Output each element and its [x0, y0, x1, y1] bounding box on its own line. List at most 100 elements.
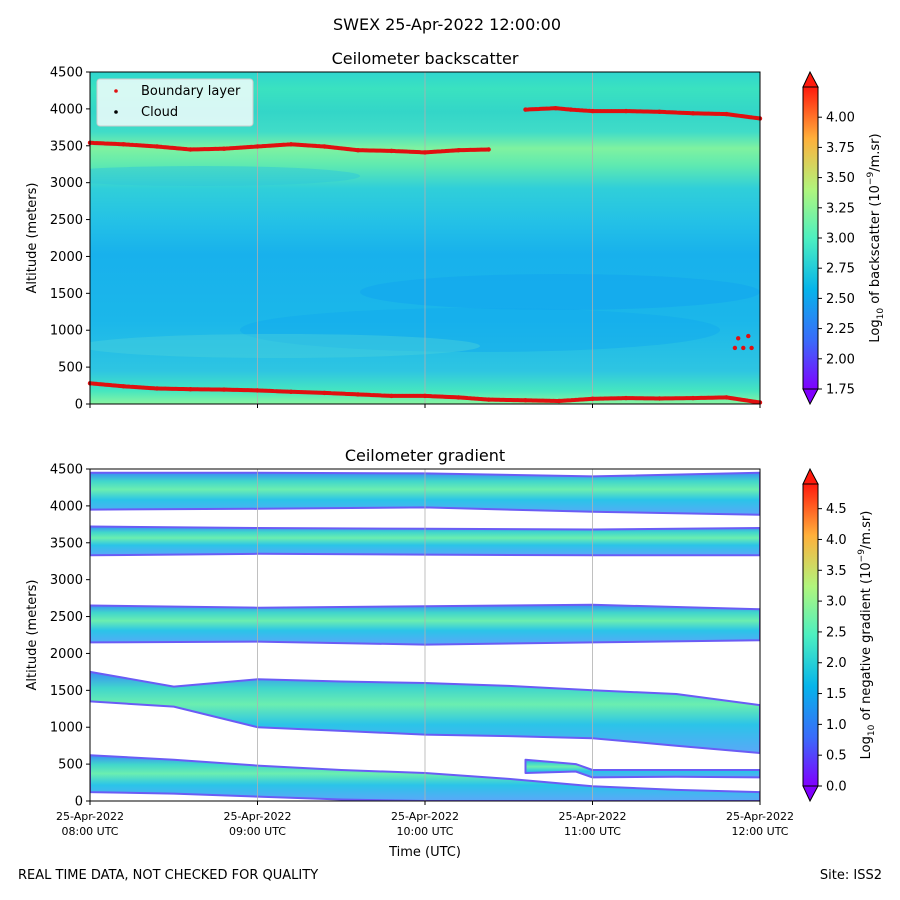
boundary-layer-point [389, 148, 394, 154]
boundary-layer-point [456, 395, 461, 400]
boundary-layer-point [724, 395, 729, 400]
y-tick-label: 1000 [50, 324, 83, 339]
boundary-layer-point [623, 108, 629, 114]
legend-label-cloud: Cloud [141, 105, 178, 120]
colorbar-tick-label: 1.0 [826, 718, 847, 733]
y-tick-label: 2500 [50, 610, 83, 625]
colorbar-tick-label: 1.5 [826, 687, 847, 702]
y-tick-label: 500 [58, 758, 83, 773]
backscatter-feature [90, 334, 480, 358]
x-tick-time: 11:00 UTC [564, 825, 621, 838]
x-tick-time: 08:00 UTC [61, 825, 118, 838]
colorbar-tick-label: 0.0 [826, 780, 847, 795]
boundary-layer-point [657, 396, 662, 401]
boundary-layer-point [590, 108, 595, 114]
gradient-colorbar: 0.0 0.5 1.0 1.5 2.0 2.5 3.0 3.5 4.0 4.5 Log10 of … [802, 467, 877, 803]
boundary-layer-point [288, 389, 294, 394]
backscatter-chart-title: Ceilometer backscatter [331, 49, 519, 68]
colorbar-tick-label: 3.50 [826, 171, 855, 186]
boundary-layer-point [690, 395, 696, 401]
colorbar-tick-label: 0.5 [826, 749, 847, 764]
x-tick-date: 25-Apr-2022 [558, 810, 626, 823]
boundary-layer-point [154, 386, 160, 391]
colorbar-bar [802, 483, 819, 787]
boundary-layer-point [355, 392, 361, 397]
boundary-layer-point [389, 393, 394, 399]
boundary-layer-point [422, 393, 428, 399]
y-tick-label: 4500 [50, 463, 83, 478]
boundary-layer-point [523, 398, 528, 403]
legend-marker-boundary [114, 89, 118, 93]
y-tick-label: 500 [58, 361, 83, 376]
boundary-layer-point [154, 144, 160, 149]
boundary-layer-point [590, 396, 595, 401]
legend-label-boundary: Boundary layer [141, 84, 241, 99]
x-tick-date: 25-Apr-2022 [726, 810, 794, 823]
boundary-layer-point [732, 345, 738, 351]
boundary-layer-point [121, 142, 126, 147]
y-tick-label: 0 [75, 795, 83, 810]
legend-marker-cloud [114, 110, 118, 114]
backscatter-feature [90, 166, 360, 186]
gradient-chart-title: Ceilometer gradient [344, 446, 506, 465]
boundary-layer-point [188, 387, 193, 392]
boundary-layer-point [121, 384, 126, 389]
boundary-layer-point [746, 333, 751, 339]
legend: Boundary layer Cloud [96, 78, 254, 127]
colorbar-tick-label: 3.75 [826, 141, 855, 156]
boundary-layer-point [221, 387, 227, 392]
colorbar-tick-label: 4.00 [826, 111, 855, 126]
quality-note: REAL TIME DATA, NOT CHECKED FOR QUALITY [18, 868, 319, 883]
colorbar-extend-min [802, 785, 819, 803]
x-tick-time: 10:00 UTC [396, 825, 453, 838]
backscatter-colorbar: 1.75 2.00 2.25 2.50 2.75 3.00 3.25 3.50 3.75 4.00… [802, 70, 886, 406]
boundary-layer-point [188, 147, 193, 152]
colorbar-tick-label: 2.25 [826, 322, 855, 337]
y-tick-label: 2500 [50, 213, 83, 228]
boundary-layer-point [523, 107, 528, 112]
legend-box [96, 78, 254, 127]
y-tick-label: 0 [75, 398, 83, 413]
site-label: Site: ISS2 [819, 868, 882, 883]
y-tick-label: 1500 [50, 684, 83, 699]
colorbar-bar [802, 86, 819, 390]
y-tick-label: 3000 [50, 573, 83, 588]
boundary-layer-point [553, 106, 558, 111]
colorbar-tick-label: 2.75 [826, 262, 855, 277]
y-tick-label: 3500 [50, 139, 83, 154]
boundary-layer-point [724, 111, 729, 117]
colorbar-extend-max [802, 70, 819, 88]
boundary-layer-point [568, 107, 573, 112]
boundary-layer-point [623, 395, 629, 401]
x-tick-date: 25-Apr-2022 [391, 810, 459, 823]
boundary-layer-point [657, 109, 662, 115]
boundary-layer-point [736, 336, 741, 341]
boundary-layer-point [741, 345, 746, 351]
backscatter-colorbar-label: Log10 of backscatter (10−9/m.sr) [866, 133, 886, 342]
gradient-colorbar-label: Log10 of negative gradient (10−9/m.sr) [857, 511, 877, 760]
boundary-layer-point [288, 142, 294, 147]
backscatter-feature [360, 274, 760, 310]
colorbar-tick-label: 4.5 [826, 502, 847, 517]
boundary-layer-point [556, 398, 562, 404]
colorbar-tick-label: 3.0 [826, 595, 847, 610]
y-tick-label: 3500 [50, 536, 83, 551]
x-tick-date: 25-Apr-2022 [56, 810, 124, 823]
gradient-ylabel: Altitude (meters) [25, 580, 40, 691]
y-tick-label: 2000 [50, 250, 83, 265]
backscatter-plot: 0 500 1000 1500 2000 2500 3000 3500 4000 4500 Alt… [25, 66, 886, 413]
x-tick-time: 09:00 UTC [229, 825, 286, 838]
boundary-layer-point [322, 390, 327, 396]
y-tick-label: 4500 [50, 66, 83, 81]
boundary-layer-point [456, 148, 461, 153]
y-tick-label: 1000 [50, 721, 83, 736]
boundary-layer-point [486, 397, 491, 402]
main-title: SWEX 25-Apr-2022 12:00:00 [332, 15, 561, 34]
boundary-layer-point [255, 388, 260, 393]
colorbar-tick-label: 4.0 [826, 533, 847, 548]
boundary-layer-point [255, 144, 260, 149]
x-tick-date: 25-Apr-2022 [223, 810, 291, 823]
y-tick-label: 4000 [50, 102, 83, 117]
y-tick-label: 1500 [50, 287, 83, 302]
